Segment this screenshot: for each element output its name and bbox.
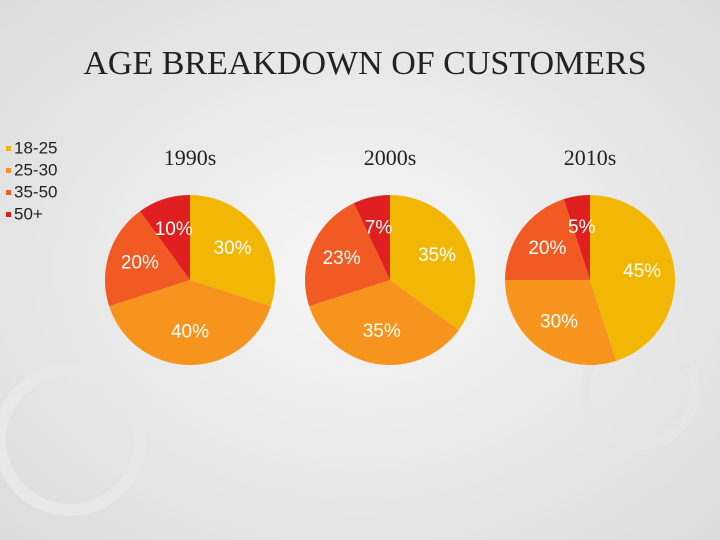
legend-swatch <box>6 212 11 217</box>
pie-slice <box>505 199 590 280</box>
slice-label: 10% <box>155 219 193 240</box>
slice-label: 30% <box>214 238 252 259</box>
slice-label: 35% <box>363 321 401 342</box>
legend-swatch <box>6 168 11 173</box>
slice-label: 5% <box>568 217 596 238</box>
pie-slice <box>109 280 271 366</box>
pie-slice <box>505 280 617 366</box>
pie-slice <box>390 195 476 330</box>
pie-title: 1990s <box>164 145 217 170</box>
background-decor <box>0 364 146 516</box>
pie-slice <box>563 195 590 280</box>
pie-slice <box>590 195 675 361</box>
slice-label: 20% <box>121 253 159 274</box>
legend-label: 18-25 <box>14 138 57 157</box>
pie-slice <box>305 203 390 307</box>
pie-slice <box>353 195 390 280</box>
legend-label: 50+ <box>14 204 43 223</box>
slice-label: 40% <box>171 322 209 343</box>
pie-slice <box>190 195 275 307</box>
pie-title: 2010s <box>564 145 617 170</box>
slice-label: 7% <box>365 218 393 239</box>
slice-label: 45% <box>623 261 661 282</box>
slice-label: 20% <box>528 238 566 259</box>
slide-title: AGE BREAKDOWN OF CUSTOMERS <box>83 45 646 82</box>
legend-label: 25-30 <box>14 160 57 179</box>
pie-slice <box>140 195 190 280</box>
slice-label: 23% <box>323 248 361 269</box>
slice-label: 30% <box>540 312 578 333</box>
legend-label: 35-50 <box>14 182 57 201</box>
pie-slice <box>104 211 190 307</box>
legend-swatch <box>6 190 11 195</box>
pie-slice <box>309 280 459 366</box>
slice-label: 35% <box>418 245 456 266</box>
pie-title: 2000s <box>364 145 417 170</box>
legend-swatch <box>6 146 11 151</box>
